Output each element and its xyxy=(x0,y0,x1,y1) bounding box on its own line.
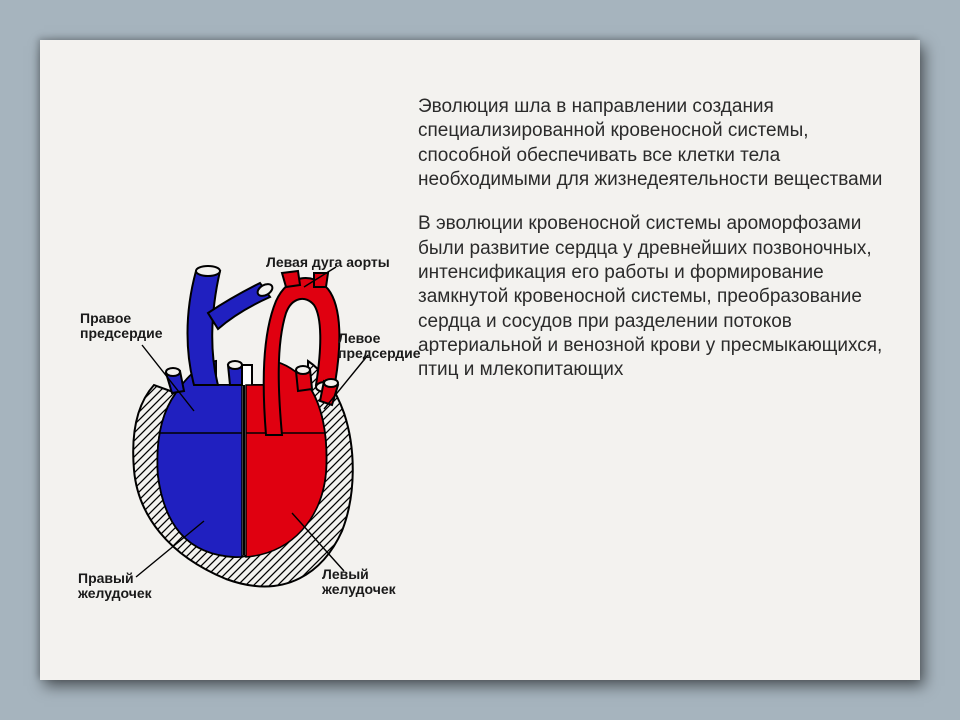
body-text: Эволюция шла в направлении создания спец… xyxy=(418,95,886,402)
label-left-ventricle: Левый желудочек xyxy=(322,567,396,596)
label-left-aortic-arch: Левая дуга аорты xyxy=(266,255,390,270)
canvas-background: Эволюция шла в направлении создания спец… xyxy=(0,0,960,720)
paragraph-2: В эволюции кровеносной системы ароморфоз… xyxy=(418,212,886,382)
label-right-ventricle: Правый желудочек xyxy=(78,571,152,600)
label-right-atrium: Правое предсердие xyxy=(80,311,163,340)
paragraph-1: Эволюция шла в направлении создания спец… xyxy=(418,95,886,192)
heart-svg xyxy=(76,235,406,605)
label-left-atrium: Левое предсердие xyxy=(338,331,421,360)
slide: Эволюция шла в направлении создания спец… xyxy=(40,40,920,680)
heart-diagram: Правое предсердие Левая дуга аорты Левое… xyxy=(76,235,406,605)
